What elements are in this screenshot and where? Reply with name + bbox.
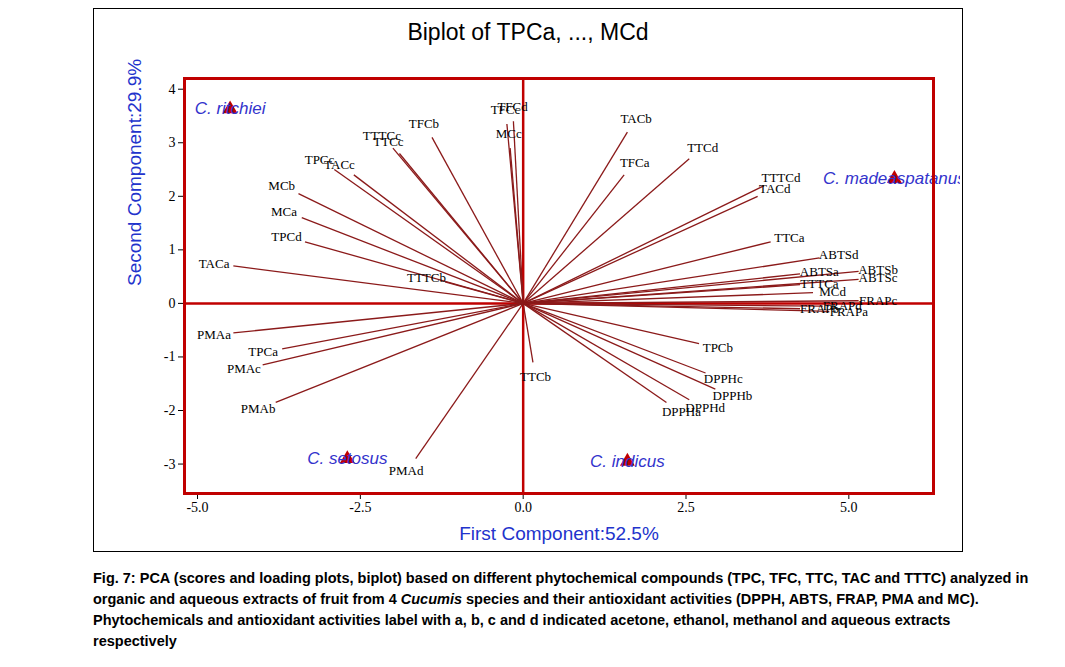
svg-text:TPCc: TPCc bbox=[304, 152, 335, 168]
svg-text:PMAd: PMAd bbox=[389, 463, 424, 478]
svg-text:PMAb: PMAb bbox=[241, 401, 276, 416]
svg-text:TACb: TACb bbox=[620, 111, 651, 126]
svg-text:MCb: MCb bbox=[268, 178, 295, 193]
svg-text:-2.5: -2.5 bbox=[349, 500, 371, 515]
svg-text:TTTCd: TTTCd bbox=[761, 170, 800, 185]
svg-text:0: 0 bbox=[169, 296, 176, 311]
svg-text:TTCd: TTCd bbox=[687, 140, 719, 155]
svg-text:PMAa: PMAa bbox=[197, 327, 231, 342]
svg-text:-3: -3 bbox=[164, 457, 176, 472]
svg-text:TTCb: TTCb bbox=[520, 369, 551, 384]
svg-text:FRAPb: FRAPb bbox=[800, 301, 839, 317]
svg-text:PMAc: PMAc bbox=[227, 361, 261, 376]
svg-text:-1: -1 bbox=[164, 349, 176, 364]
svg-text:MCd: MCd bbox=[819, 284, 846, 299]
svg-text:DPPHc: DPPHc bbox=[704, 371, 743, 386]
svg-text:TACd: TACd bbox=[759, 181, 791, 197]
svg-text:1: 1 bbox=[169, 242, 176, 257]
svg-text:FRAPc: FRAPc bbox=[859, 293, 898, 308]
svg-text:ABTSd: ABTSd bbox=[819, 247, 859, 262]
svg-text:-5.0: -5.0 bbox=[186, 500, 208, 515]
svg-text:TACc: TACc bbox=[324, 157, 355, 172]
svg-text:0.0: 0.0 bbox=[514, 500, 532, 515]
svg-text:3: 3 bbox=[169, 135, 176, 150]
svg-text:4: 4 bbox=[169, 82, 176, 97]
svg-text:C. madeaspatanus: C. madeaspatanus bbox=[823, 169, 960, 188]
svg-text:C. setosus: C. setosus bbox=[307, 449, 388, 468]
svg-text:TTTCc: TTTCc bbox=[363, 128, 401, 143]
svg-text:FRAPd: FRAPd bbox=[823, 298, 863, 313]
svg-text:MCc: MCc bbox=[496, 126, 522, 141]
svg-text:DPPHd: DPPHd bbox=[685, 400, 725, 415]
svg-text:C. ritchiei: C. ritchiei bbox=[195, 99, 267, 118]
svg-text:ABTSc: ABTSc bbox=[859, 270, 898, 285]
svg-text:TFCb: TFCb bbox=[409, 116, 439, 131]
svg-text:2: 2 bbox=[169, 189, 176, 204]
html-text:Fig. 7: PCA (scores and loadin: Fig. 7: PCA (scores and loading plots, b… bbox=[93, 570, 1029, 649]
svg-text:C. indicus: C. indicus bbox=[590, 452, 665, 471]
svg-text:First Component:52.5%: First Component:52.5% bbox=[459, 523, 659, 544]
svg-text:TACa: TACa bbox=[199, 256, 230, 271]
svg-text:-2: -2 bbox=[164, 403, 176, 418]
svg-text:TFCa: TFCa bbox=[620, 155, 650, 170]
svg-text:TPCa: TPCa bbox=[248, 344, 278, 359]
svg-text:TTCa: TTCa bbox=[774, 230, 805, 245]
svg-text:MCa: MCa bbox=[271, 204, 297, 219]
svg-text:TFCd: TFCd bbox=[497, 99, 528, 114]
svg-text:Second Component:29.9%: Second Component:29.9% bbox=[124, 59, 145, 286]
svg-text:2.5: 2.5 bbox=[677, 500, 695, 515]
html-text:Biplot of TPCa, ..., MCd: Biplot of TPCa, ..., MCd bbox=[407, 19, 649, 45]
svg-text:5.0: 5.0 bbox=[840, 500, 858, 515]
svg-text:ABTSa: ABTSa bbox=[800, 264, 839, 279]
svg-text:TTTCb: TTTCb bbox=[407, 270, 446, 285]
svg-text:TPCd: TPCd bbox=[271, 229, 302, 244]
svg-text:TPCb: TPCb bbox=[703, 340, 733, 355]
svg-text:DPPHa: DPPHa bbox=[661, 403, 701, 419]
svg-text:DPPHb: DPPHb bbox=[712, 388, 753, 404]
